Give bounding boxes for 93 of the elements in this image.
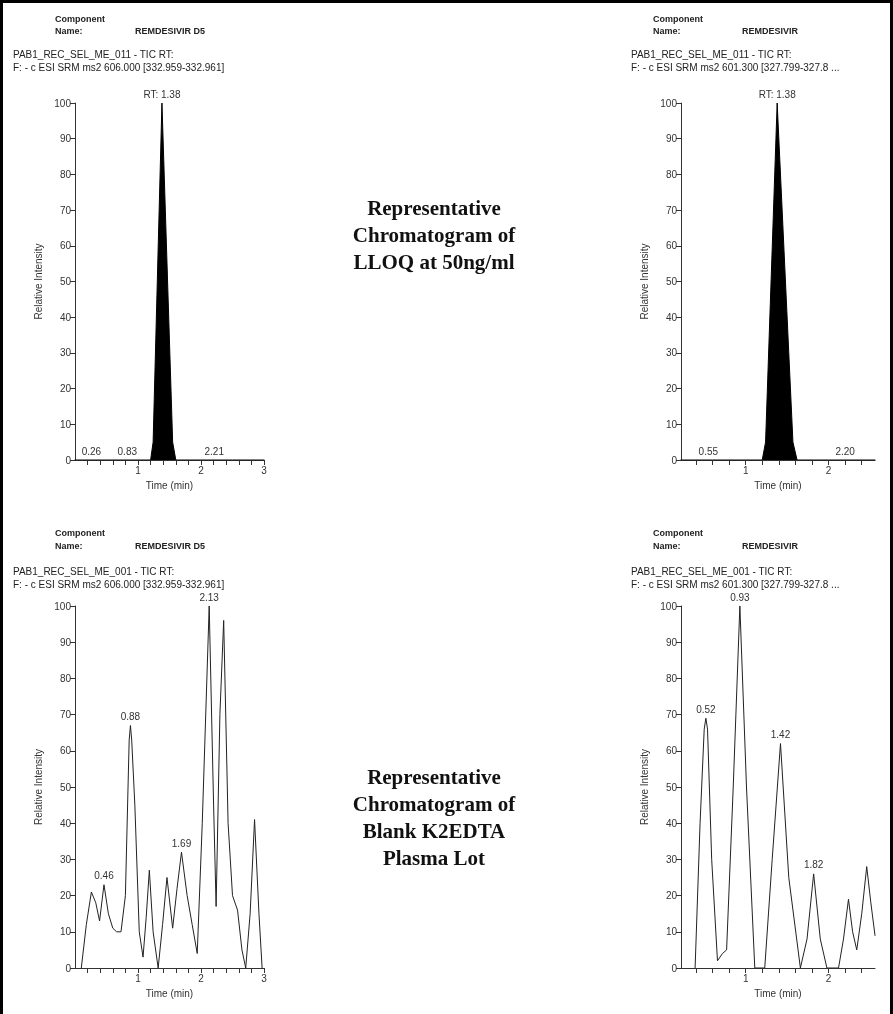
y-tick-label: 60 — [59, 240, 72, 252]
line-series — [694, 605, 876, 969]
y-tick-label: 70 — [665, 204, 678, 216]
chart-subtitle: PAB1_REC_SEL_ME_011 - TIC RT: F: - c ESI SRM ms2 601.300 [327.799-327.8 ... — [631, 48, 840, 74]
y-tick-label: 60 — [59, 745, 72, 757]
annotation: 0.83 — [117, 445, 138, 457]
y-tick-label: 80 — [59, 168, 72, 180]
annotation: 0.93 — [730, 591, 751, 603]
annotation: RT: 1.38 — [758, 88, 797, 100]
x-tick-label: 3 — [261, 464, 268, 476]
y-tick-label: 100 — [660, 97, 678, 109]
y-tick-label: 40 — [665, 817, 678, 829]
x-axis-title: Time (min) — [145, 987, 194, 999]
y-tick-label: 40 — [665, 311, 678, 323]
annotation: 2.21 — [204, 445, 225, 457]
text: Name: — [653, 25, 681, 38]
y-tick-label: 20 — [665, 890, 678, 902]
chart-title: REMDESIVIR D5 — [135, 25, 206, 38]
y-tick-label: 50 — [665, 781, 678, 793]
y-tick-label: 80 — [665, 672, 678, 684]
x-axis-title: Time (min) — [754, 479, 802, 491]
annotation: 0.46 — [94, 870, 115, 882]
annotation: 2.13 — [199, 591, 220, 603]
y-axis-title: Relative Intensity — [32, 243, 44, 320]
chart-title: REMDESIVIR D5 — [135, 540, 206, 553]
x-tick-label: 2 — [825, 464, 832, 476]
text: Component — [55, 13, 105, 26]
annotation: 2.20 — [835, 445, 856, 457]
x-tick-label: 2 — [198, 972, 205, 984]
y-tick-label: 90 — [59, 636, 72, 648]
annotation: 0.52 — [696, 703, 717, 715]
y-tick-label: 30 — [665, 853, 678, 865]
text: Name: — [653, 540, 681, 553]
chart-title: REMDESIVIR — [742, 25, 799, 38]
y-tick-label: 10 — [59, 418, 72, 430]
x-tick-label: 1 — [135, 972, 142, 984]
x-tick-label: 1 — [135, 464, 142, 476]
chart-title: REMDESIVIR — [742, 540, 799, 553]
y-tick-label: 100 — [54, 97, 72, 109]
y-tick-label: 30 — [59, 347, 72, 359]
y-tick-label: 70 — [59, 204, 72, 216]
y-axis-title: Relative Intensity — [638, 748, 650, 826]
y-tick-label: 40 — [59, 817, 72, 829]
x-tick-label: 3 — [261, 972, 268, 984]
x-tick-label: 2 — [825, 972, 832, 984]
y-tick-label: 100 — [660, 600, 678, 612]
annotation: 0.55 — [698, 445, 719, 457]
y-tick-label: 20 — [665, 383, 678, 395]
x-tick-label: 2 — [198, 464, 205, 476]
annotation: 1.69 — [171, 837, 192, 849]
chart-subtitle: PAB1_REC_SEL_ME_001 - TIC RT: F: - c ESI SRM ms2 606.000 [332.959-332.961] — [13, 565, 225, 591]
y-tick-label: 50 — [59, 276, 72, 287]
y-tick-label: 30 — [665, 347, 678, 359]
y-tick-label: 40 — [59, 311, 72, 323]
annotation: 0.88 — [120, 710, 141, 722]
annotation: RT: 1.38 — [143, 88, 181, 100]
x-axis-title: Time (min) — [145, 479, 194, 491]
y-tick-label: 10 — [665, 418, 678, 430]
text: Component — [653, 13, 703, 26]
annotation: 1.42 — [770, 729, 791, 741]
y-tick-label: 50 — [665, 276, 678, 287]
y-tick-label: 100 — [54, 600, 72, 612]
x-tick-label: 1 — [742, 972, 749, 984]
y-tick-label: 60 — [665, 745, 678, 757]
y-tick-label: 10 — [665, 926, 678, 938]
y-tick-label: 90 — [665, 133, 678, 145]
text: Component — [653, 527, 703, 540]
annotation: 1.82 — [803, 859, 824, 871]
text: Representative Chromatogram of LLOQ at 50ng/ml — [351, 195, 517, 276]
y-axis-title: Relative Intensity — [32, 748, 44, 826]
text: Name: — [55, 540, 83, 553]
y-tick-label: 30 — [59, 853, 72, 865]
text: Component — [55, 527, 105, 540]
y-tick-label: 50 — [59, 781, 72, 793]
y-tick-label: 70 — [59, 709, 72, 721]
y-axis-title: Relative Intensity — [638, 243, 650, 320]
line-series — [80, 605, 263, 969]
y-tick-label: 90 — [665, 636, 678, 648]
y-tick-label: 20 — [59, 890, 72, 902]
x-axis-title: Time (min) — [754, 987, 802, 999]
y-tick-label: 80 — [665, 168, 678, 180]
text: Representative Chromatogram of Blank K2EDTA Plasma Lot — [351, 764, 517, 872]
annotation: 0.26 — [81, 445, 102, 457]
chart-subtitle: PAB1_REC_SEL_ME_011 - TIC RT: F: - c ESI SRM ms2 606.000 [332.959-332.961] — [13, 48, 225, 74]
y-tick-label: 10 — [59, 926, 72, 938]
x-tick-label: 1 — [742, 464, 749, 476]
y-tick-label: 90 — [59, 133, 72, 145]
y-tick-label: 70 — [665, 709, 678, 721]
y-tick-label: 20 — [59, 383, 72, 395]
text: Name: — [55, 25, 83, 38]
y-tick-label: 80 — [59, 672, 72, 684]
chart-subtitle: PAB1_REC_SEL_ME_001 - TIC RT: F: - c ESI SRM ms2 601.300 [327.799-327.8 ... — [631, 565, 840, 591]
y-tick-label: 60 — [665, 240, 678, 252]
